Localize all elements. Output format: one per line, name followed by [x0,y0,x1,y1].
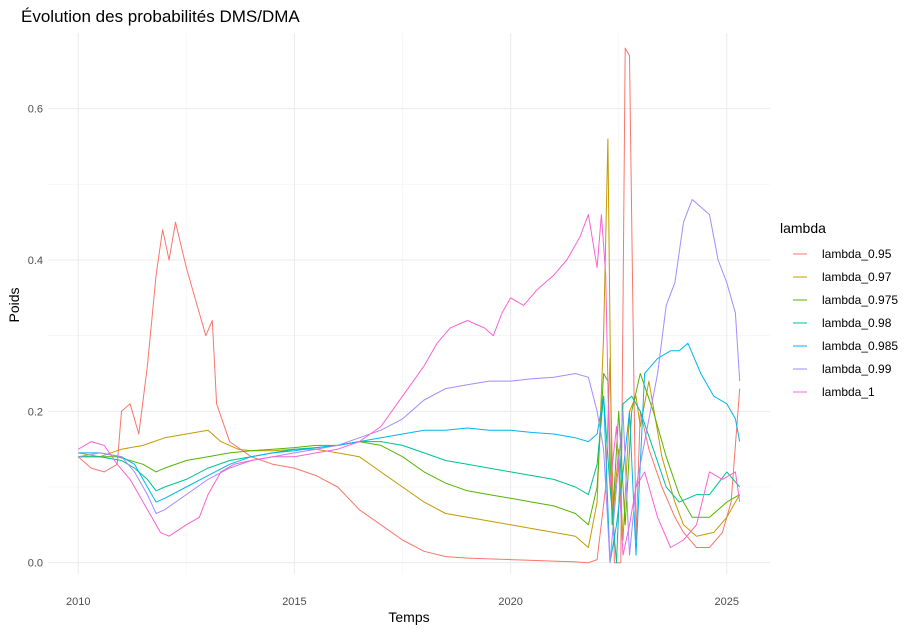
legend-label-lambda_0.97: lambda_0.97 [822,270,892,284]
y-tick-label: 0.0 [28,558,43,570]
legend-label-lambda_1: lambda_1 [822,385,875,399]
legend-label-lambda_0.98: lambda_0.98 [822,316,892,330]
legend-title: lambda [780,220,826,236]
legend-label-lambda_0.985: lambda_0.985 [822,339,898,353]
series-line-lambda_0.985 [78,342,741,564]
y-tick-label: 0.6 [28,104,43,116]
series-line-lambda_1 [78,214,741,556]
legend-label-lambda_0.99: lambda_0.99 [822,362,892,376]
y-tick-label: 0.2 [28,406,43,418]
y-tick-label: 0.4 [28,255,43,267]
legend-label-lambda_0.95: lambda_0.95 [822,247,892,261]
x-tick-label: 2015 [282,596,306,608]
y-axis-ticks: 0.0 0.2 0.4 0.6 [28,104,43,570]
series-lines [77,47,741,564]
legend-label-lambda_0.975: lambda_0.975 [822,293,898,307]
series-line-lambda_0.975 [78,373,740,526]
x-axis-ticks: 2010 2015 2020 2025 [66,596,739,608]
x-tick-label: 2025 [715,596,739,608]
legend: lambda lambda_0.95 lambda_0.97 lambda_0.97… [780,220,898,399]
series-line-lambda_0.97 [78,138,741,548]
series-line-lambda_0.98 [78,395,741,564]
series-line-lambda_0.99 [78,199,741,564]
x-axis-title: Temps [388,609,429,625]
x-tick-label: 2010 [66,596,90,608]
chart-title: Évolution des probabilités DMS/DMA [21,7,300,26]
x-tick-label: 2020 [498,596,522,608]
y-axis-title: Poids [6,287,22,322]
grid [48,33,770,574]
series-line-lambda_0.95 [77,47,741,564]
